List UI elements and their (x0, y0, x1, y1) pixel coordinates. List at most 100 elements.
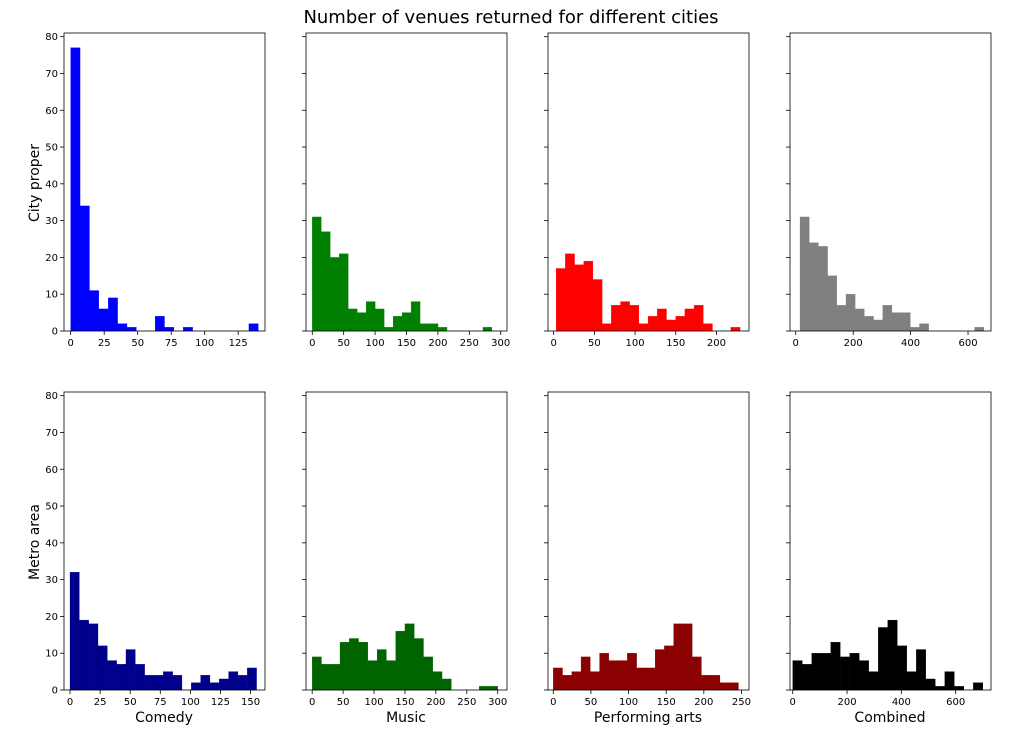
column-label-comedy: Comedy (135, 710, 193, 726)
bar-city-proper-performing-arts-14 (684, 308, 695, 332)
axes-frame-city-proper-performing-arts (547, 32, 750, 332)
x-tick-label-metro-area-music-50: 50 (337, 697, 350, 708)
y-tick-label-metro-area-comedy-20: 20 (45, 612, 58, 623)
x-tick-label-city-proper-combined-200: 200 (844, 338, 863, 349)
bar-city-proper-combined-11 (900, 312, 911, 332)
bar-metro-area-comedy-8 (144, 675, 155, 691)
bar-city-proper-music-19 (482, 327, 493, 332)
panel-city-proper-music: 0 50 100 150 200 250 300 (302, 32, 510, 349)
x-tick-label-city-proper-performing-arts-100: 100 (626, 338, 645, 349)
x-tick-label-metro-area-comedy-0: 0 (67, 697, 73, 708)
x-tick-label-city-proper-comedy-100: 100 (195, 338, 214, 349)
x-tick-label-city-proper-music-250: 250 (460, 338, 479, 349)
panel-metro-area-performing-arts: 0 50 100 150 200 250 (544, 391, 751, 708)
bar-metro-area-performing-arts-16 (701, 675, 711, 691)
column-label-performing-arts: Performing arts (594, 710, 702, 726)
x-tick-label-city-proper-performing-arts-200: 200 (707, 338, 726, 349)
x-tick-label-city-proper-performing-arts-50: 50 (588, 338, 601, 349)
bar-metro-area-combined-17 (954, 686, 964, 691)
panel-metro-area-music: 0 50 100 150 200 250 300 (302, 391, 508, 708)
bar-metro-area-performing-arts-13 (673, 623, 684, 691)
y-tick-label-metro-area-comedy-80: 80 (45, 391, 58, 402)
bar-metro-area-performing-arts-6 (608, 660, 619, 691)
y-tick-label-city-proper-comedy-10: 10 (45, 290, 58, 301)
bar-city-proper-performing-arts-4 (592, 279, 603, 332)
bar-metro-area-performing-arts-19 (729, 682, 739, 691)
bar-city-proper-music-5 (357, 312, 367, 332)
x-tick-label-metro-area-combined-200: 200 (837, 697, 856, 708)
bar-metro-area-comedy-14 (200, 675, 211, 691)
bar-city-proper-performing-arts-12 (666, 319, 676, 332)
y-tick-label-metro-area-comedy-60: 60 (45, 465, 58, 476)
x-tick-label-metro-area-combined-600: 600 (946, 697, 965, 708)
y-tick-label-city-proper-comedy-20: 20 (45, 253, 58, 264)
bar-city-proper-performing-arts-15 (693, 305, 704, 332)
bar-metro-area-combined-14 (925, 678, 936, 691)
y-tick-label-metro-area-comedy-70: 70 (45, 428, 58, 439)
bar-metro-area-combined-12 (906, 671, 917, 691)
y-tick-label-metro-area-comedy-50: 50 (45, 502, 58, 513)
panel-city-proper-performing-arts: 0 50 100 150 200 (544, 32, 750, 349)
bar-metro-area-comedy-10 (163, 671, 173, 691)
x-tick-label-metro-area-music-100: 100 (364, 697, 383, 708)
bar-metro-area-combined-2 (811, 653, 822, 691)
bar-city-proper-comedy-2 (89, 290, 99, 332)
row-label-metro-area: Metro area (27, 504, 43, 580)
bar-city-proper-performing-arts-6 (611, 305, 621, 332)
bar-city-proper-performing-arts-8 (629, 305, 640, 332)
bar-metro-area-performing-arts-7 (617, 660, 628, 691)
x-tick-label-metro-area-performing-arts-100: 100 (619, 697, 638, 708)
x-tick-label-metro-area-comedy-50: 50 (124, 697, 137, 708)
bar-metro-area-performing-arts-8 (627, 653, 637, 691)
bar-metro-area-combined-19 (973, 682, 984, 691)
bar-city-proper-performing-arts-13 (675, 316, 686, 332)
bar-city-proper-performing-arts-3 (583, 260, 594, 332)
x-tick-label-city-proper-music-0: 0 (309, 338, 315, 349)
bar-city-proper-music-6 (366, 301, 376, 332)
y-tick-label-city-proper-comedy-50: 50 (45, 143, 58, 154)
bar-city-proper-music-3 (339, 253, 349, 332)
y-tick-label-city-proper-comedy-80: 80 (45, 32, 58, 43)
bar-metro-area-music-0 (312, 656, 322, 691)
bar-city-proper-performing-arts-2 (574, 264, 584, 332)
bar-metro-area-comedy-17 (228, 671, 239, 691)
y-tick-label-metro-area-comedy-40: 40 (45, 538, 58, 549)
panel-metro-area-comedy: 0 10 20 30 40 50 60 70 80 0 25 50 75 100 125 150 (45, 391, 266, 708)
bar-metro-area-combined-10 (887, 619, 898, 691)
bar-metro-area-music-18 (479, 686, 489, 691)
bar-city-proper-music-13 (428, 323, 439, 332)
bar-metro-area-performing-arts-12 (664, 645, 674, 691)
bar-metro-area-music-8 (386, 660, 396, 691)
bar-city-proper-combined-4 (836, 305, 847, 332)
x-tick-label-metro-area-performing-arts-0: 0 (550, 697, 556, 708)
bar-metro-area-comedy-16 (219, 678, 229, 691)
bar-metro-area-performing-arts-14 (682, 623, 693, 691)
bar-city-proper-performing-arts-7 (620, 301, 630, 332)
bar-metro-area-comedy-19 (247, 667, 257, 691)
bar-metro-area-comedy-3 (97, 645, 108, 691)
y-tick-label-city-proper-comedy-60: 60 (45, 106, 58, 117)
bar-metro-area-performing-arts-10 (645, 667, 656, 691)
bar-city-proper-combined-3 (827, 275, 837, 332)
bar-city-proper-performing-arts-0 (555, 268, 566, 332)
x-tick-label-metro-area-performing-arts-150: 150 (657, 697, 676, 708)
x-tick-label-metro-area-comedy-75: 75 (154, 697, 167, 708)
bar-city-proper-performing-arts-5 (601, 323, 612, 332)
panel-city-proper-comedy: 0 10 20 30 40 50 60 70 80 0 25 50 75 100 125 (45, 32, 266, 349)
x-tick-label-metro-area-performing-arts-50: 50 (585, 697, 598, 708)
bar-city-proper-performing-arts-10 (647, 316, 658, 332)
axes-frame-city-proper-combined (789, 32, 992, 332)
x-tick-label-metro-area-music-150: 150 (395, 697, 414, 708)
axes-frame-city-proper-comedy (63, 32, 266, 332)
x-tick-label-city-proper-comedy-25: 25 (98, 338, 111, 349)
bar-metro-area-performing-arts-0 (553, 667, 563, 691)
bar-city-proper-combined-13 (919, 323, 929, 332)
bar-city-proper-comedy-3 (98, 308, 109, 332)
bar-metro-area-comedy-9 (153, 675, 164, 691)
bar-metro-area-music-6 (367, 660, 378, 691)
bar-city-proper-combined-10 (891, 312, 902, 332)
bar-city-proper-combined-0 (799, 216, 810, 332)
bar-metro-area-combined-5 (840, 656, 850, 691)
bar-city-proper-combined-2 (818, 246, 828, 332)
